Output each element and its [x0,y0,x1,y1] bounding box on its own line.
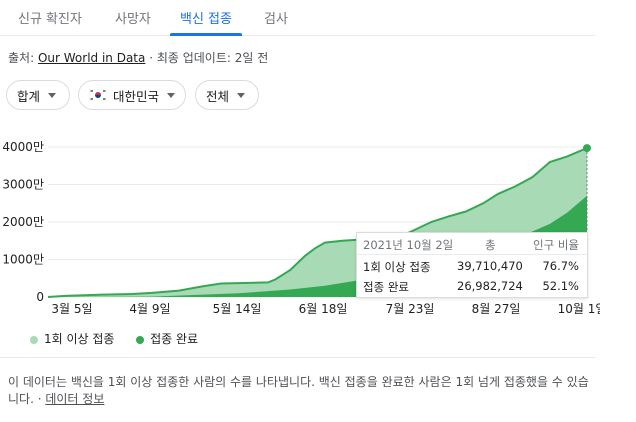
x-tick-label: 5월 14일 [213,302,262,316]
legend-item-fully-vaccinated[interactable]: 접종 완료 [136,332,198,346]
caret-down-icon [237,92,246,98]
source-prefix: 출처: [8,51,38,65]
tooltip-col-total: 총 [485,238,496,252]
tooltip-date: 2021년 10월 2일 [363,238,454,252]
tooltip-row-label: 1회 이상 접종 [363,260,431,274]
tab-vaccinations[interactable]: 백신 접종 [180,12,232,27]
scope-dropdown[interactable]: 전체 [195,80,259,110]
tab-tests[interactable]: 검사 [264,12,288,27]
tooltip-col-pct: 인구 비율 [533,238,579,252]
scope-value: 전체 [206,88,230,104]
aggregate-dropdown[interactable]: 합계 [6,80,70,110]
tooltip-row-label: 접종 완료 [363,280,409,294]
x-tick-label: 6월 18일 [299,302,348,316]
y-tick-label: 0 [36,290,44,304]
note-text: 이 데이터는 백신을 1회 이상 접종한 사람의 수를 나타냅니다. 백신 접종… [8,375,589,406]
tooltip-row-total: 26,982,724 [457,279,523,293]
hover-point [583,144,591,153]
chart-legend: 1회 이상 접종 접종 완료 [30,330,198,347]
korea-flag-icon [88,88,108,102]
x-tick-label: 4월 9일 [129,302,170,316]
country-dropdown[interactable]: 대한민국 [78,80,186,110]
section-divider [0,357,596,358]
active-tab-indicator [170,33,242,36]
tab-bar: 신규 확진자 사망자 백신 접종 검사 [0,0,596,36]
tab-deaths[interactable]: 사망자 [115,12,151,27]
legend-item-first-dose[interactable]: 1회 이상 접종 [30,332,118,346]
y-tick-label: 1000만 [2,253,44,267]
country-value: 대한민국 [113,88,160,104]
tooltip-row-total: 39,710,470 [457,259,523,273]
x-tick-label: 10월 1일 [558,302,600,316]
data-note: 이 데이터는 백신을 1회 이상 접종한 사람의 수를 나타냅니다. 백신 접종… [8,374,598,408]
aggregate-value: 합계 [17,88,41,104]
data-info-link[interactable]: 데이터 정보 [45,392,105,406]
chart-tooltip: 2021년 10월 2일 총 인구 비율 1회 이상 접종 39,710,470… [356,232,588,298]
x-tick-label: 8월 27일 [472,302,521,316]
tooltip-row-pct: 76.7% [542,259,579,273]
y-tick-label: 3000만 [2,178,44,192]
x-tick-label: 3월 5일 [51,302,92,316]
tooltip-row-pct: 52.1% [542,279,579,293]
x-tick-label: 7월 23일 [386,302,435,316]
source-link[interactable]: Our World in Data [37,51,146,65]
source-line: 출처: Our World in Data · 최종 업데이트: 2일 전 [8,49,268,66]
last-updated: · 최종 업데이트: 2일 전 [145,51,269,65]
legend-label: 1회 이상 접종 [44,332,115,346]
caret-down-icon [48,92,57,98]
legend-label: 접종 완료 [150,332,199,346]
legend-dot-icon [136,335,145,344]
legend-dot-icon [30,335,38,344]
caret-down-icon [167,92,176,98]
y-tick-label: 4000만 [2,140,44,154]
series-line-first-dose [47,147,588,298]
tab-new-cases[interactable]: 신규 확진자 [18,12,82,27]
y-tick-label: 2000만 [2,215,44,229]
tooltip-divider [357,254,587,255]
